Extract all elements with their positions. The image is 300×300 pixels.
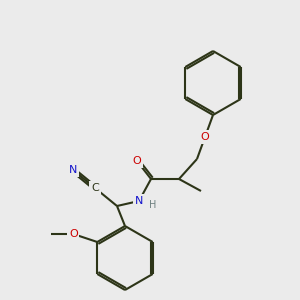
Text: O: O (201, 132, 209, 142)
Text: C: C (91, 183, 99, 193)
Text: O: O (69, 229, 78, 239)
Text: H: H (149, 200, 157, 210)
Text: O: O (133, 156, 141, 166)
Text: N: N (135, 196, 143, 206)
Text: N: N (69, 165, 77, 175)
